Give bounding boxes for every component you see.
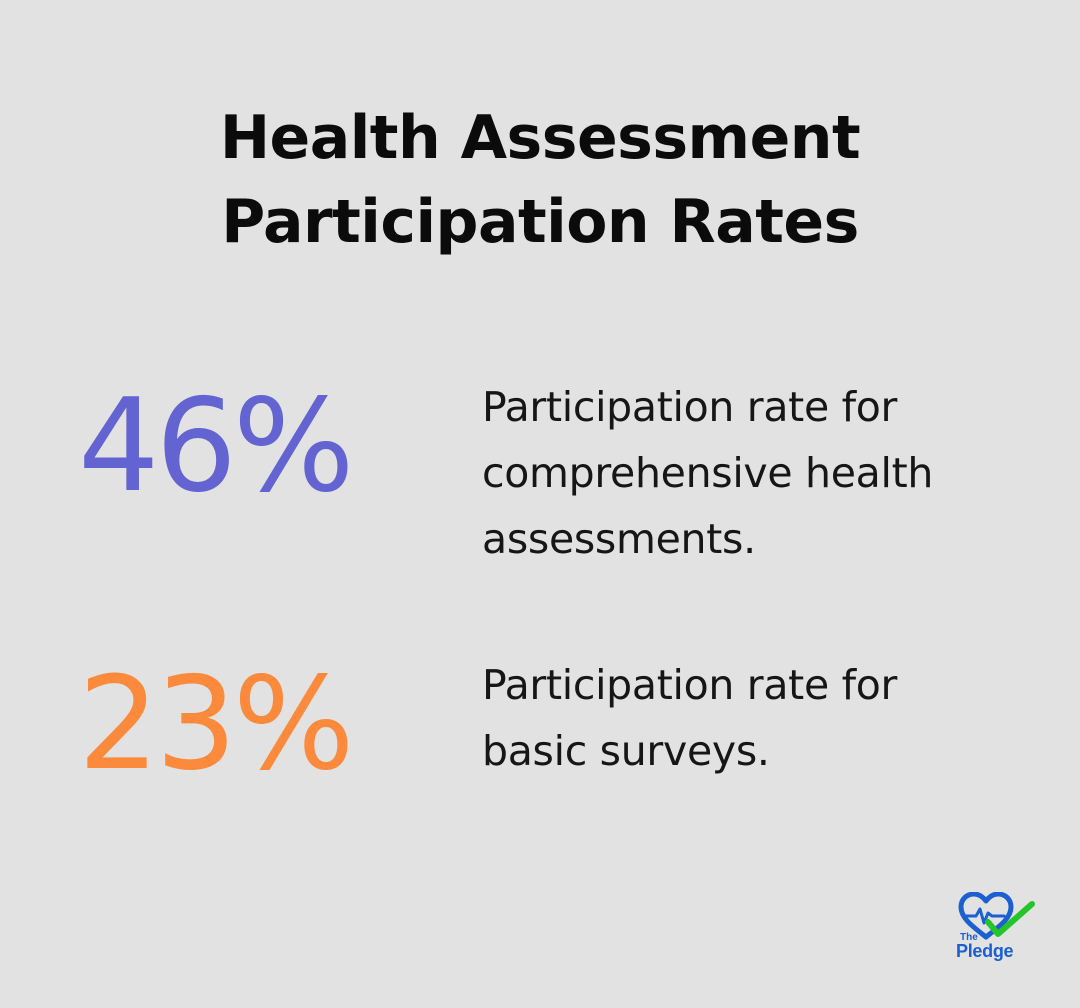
heart-check-icon bbox=[958, 892, 1035, 940]
stat-description: Participation rate for comprehensive hea… bbox=[482, 374, 1042, 572]
stat-description-line: Participation rate for bbox=[482, 661, 898, 709]
logo-small-text: The bbox=[960, 932, 978, 943]
logo-wordmark: Pledge bbox=[956, 941, 1014, 961]
title-line-1: Health Assessment bbox=[219, 103, 861, 173]
stat-value: 46% bbox=[78, 372, 355, 521]
stat-value: 23% bbox=[78, 650, 355, 799]
stat-description-line: Participation rate for bbox=[482, 383, 898, 431]
title-line-2: Participation Rates bbox=[221, 187, 859, 257]
stat-description: Participation rate for basic surveys. bbox=[482, 652, 1042, 784]
the-pledge-logo: The Pledge bbox=[952, 892, 1044, 968]
stat-description-line: assessments. bbox=[482, 515, 756, 563]
stat-description-line: basic surveys. bbox=[482, 727, 770, 775]
infographic-title: Health Assessment Participation Rates bbox=[0, 96, 1080, 264]
stat-description-line: comprehensive health bbox=[482, 449, 934, 497]
